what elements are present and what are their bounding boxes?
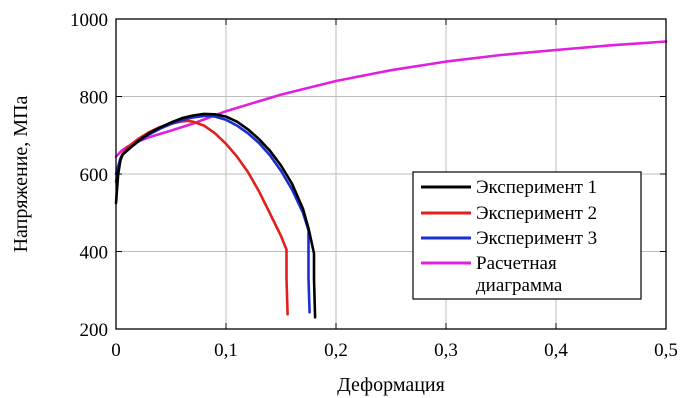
series-lines bbox=[114, 40, 668, 319]
legend: Эксперимент 1 Эксперимент 2 Эксперимент … bbox=[412, 171, 642, 300]
grid bbox=[116, 19, 666, 329]
x-axis-title: Деформация bbox=[337, 374, 445, 396]
x-tick-label: 0,4 bbox=[544, 340, 568, 361]
y-tick-label: 1000 bbox=[70, 10, 108, 31]
legend-label-experiment-3: Эксперимент 3 bbox=[476, 228, 597, 249]
ticks: 0 0,1 0,2 0,3 0,4 0,5 200 400 600 800 1000 bbox=[70, 10, 678, 361]
legend-label-calculated-line2: диаграмма bbox=[476, 275, 563, 296]
y-tick-label: 400 bbox=[80, 243, 109, 264]
series-line-experiment-3 bbox=[114, 114, 311, 314]
x-tick-label: 0,3 bbox=[434, 340, 458, 361]
series-line-experiment-2 bbox=[114, 119, 289, 316]
legend-label-experiment-1: Эксперимент 1 bbox=[476, 177, 597, 198]
y-tick-label: 800 bbox=[80, 88, 109, 109]
x-tick-label: 0 bbox=[111, 340, 121, 361]
y-tick-label: 200 bbox=[80, 320, 109, 341]
x-tick-label: 0,1 bbox=[214, 340, 238, 361]
series-line-experiment-1 bbox=[114, 112, 317, 319]
series-line-calculated bbox=[114, 40, 668, 158]
y-axis-title: Напряжение, МПа bbox=[10, 95, 32, 252]
x-tick-label: 0,5 bbox=[654, 340, 678, 361]
legend-label-experiment-2: Эксперимент 2 bbox=[476, 203, 597, 224]
x-tick-label: 0,2 bbox=[324, 340, 348, 361]
legend-box bbox=[412, 171, 642, 300]
y-tick-label: 600 bbox=[80, 165, 109, 186]
legend-label-calculated-line1: Расчетная bbox=[476, 253, 557, 274]
